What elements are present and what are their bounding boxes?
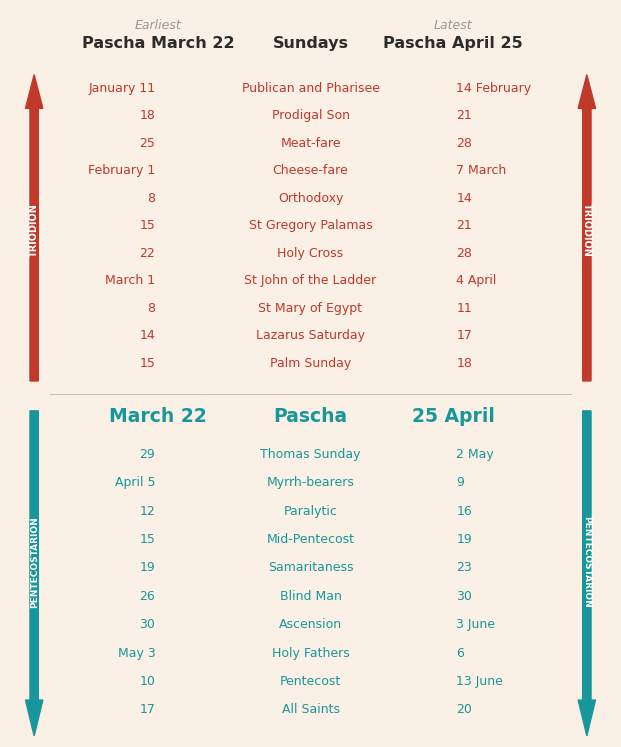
Text: 25 April: 25 April	[412, 407, 495, 426]
Text: 11: 11	[456, 302, 472, 314]
Text: 19: 19	[456, 533, 472, 546]
Text: PENTECOSTARION: PENTECOSTARION	[582, 516, 591, 608]
Text: 30: 30	[456, 590, 473, 603]
Text: Paralytic: Paralytic	[284, 505, 337, 518]
Text: 17: 17	[456, 329, 473, 342]
Text: St John of the Ladder: St John of the Ladder	[245, 274, 376, 287]
Text: TRIODION: TRIODION	[29, 202, 39, 257]
Text: 4 April: 4 April	[456, 274, 497, 287]
Text: 13 June: 13 June	[456, 675, 503, 688]
Text: 26: 26	[140, 590, 155, 603]
Text: PENTECOSTARION: PENTECOSTARION	[30, 516, 39, 608]
Text: TRIODION: TRIODION	[582, 202, 592, 257]
Text: 21: 21	[456, 219, 472, 232]
Text: Myrrh-bearers: Myrrh-bearers	[266, 477, 355, 489]
Text: 10: 10	[139, 675, 155, 688]
Text: 7 March: 7 March	[456, 164, 507, 177]
Text: 15: 15	[139, 219, 155, 232]
Text: 21: 21	[456, 109, 472, 122]
Text: Prodigal Son: Prodigal Son	[271, 109, 350, 122]
FancyArrow shape	[578, 411, 596, 736]
Text: 28: 28	[456, 247, 473, 259]
Text: Pascha: Pascha	[273, 407, 348, 426]
Text: 28: 28	[456, 137, 473, 149]
Text: 2 May: 2 May	[456, 448, 494, 461]
Text: 25: 25	[139, 137, 155, 149]
Text: Samaritaness: Samaritaness	[268, 562, 353, 574]
Text: St Gregory Palamas: St Gregory Palamas	[248, 219, 373, 232]
Text: 20: 20	[456, 704, 473, 716]
Text: May 3: May 3	[117, 647, 155, 660]
FancyArrow shape	[25, 75, 43, 381]
Text: 23: 23	[456, 562, 472, 574]
Text: 30: 30	[139, 619, 155, 631]
Text: Cheese-fare: Cheese-fare	[273, 164, 348, 177]
Text: 16: 16	[456, 505, 472, 518]
Text: 19: 19	[140, 562, 155, 574]
Text: 15: 15	[139, 356, 155, 370]
Text: March 1: March 1	[105, 274, 155, 287]
Text: 6: 6	[456, 647, 465, 660]
Text: Pascha March 22: Pascha March 22	[82, 36, 235, 51]
Text: 15: 15	[139, 533, 155, 546]
Text: April 5: April 5	[115, 477, 155, 489]
Text: Lazarus Saturday: Lazarus Saturday	[256, 329, 365, 342]
Text: Earliest: Earliest	[135, 19, 182, 31]
Text: February 1: February 1	[88, 164, 155, 177]
Text: 9: 9	[456, 477, 465, 489]
Text: 18: 18	[456, 356, 473, 370]
Text: Ascension: Ascension	[279, 619, 342, 631]
Text: 14 February: 14 February	[456, 81, 532, 95]
Text: Meat-fare: Meat-fare	[280, 137, 341, 149]
Text: Holy Fathers: Holy Fathers	[271, 647, 350, 660]
Text: Blind Man: Blind Man	[279, 590, 342, 603]
Text: 14: 14	[140, 329, 155, 342]
FancyArrow shape	[578, 75, 596, 381]
Text: 8: 8	[147, 302, 155, 314]
Text: 8: 8	[147, 191, 155, 205]
Text: Latest: Latest	[434, 19, 473, 31]
Text: St Mary of Egypt: St Mary of Egypt	[258, 302, 363, 314]
Text: Pascha April 25: Pascha April 25	[383, 36, 524, 51]
Text: Sundays: Sundays	[273, 36, 348, 51]
Text: Palm Sunday: Palm Sunday	[270, 356, 351, 370]
Text: Thomas Sunday: Thomas Sunday	[260, 448, 361, 461]
Text: 22: 22	[140, 247, 155, 259]
Text: Holy Cross: Holy Cross	[278, 247, 343, 259]
Text: 12: 12	[140, 505, 155, 518]
Text: All Saints: All Saints	[281, 704, 340, 716]
Text: Pentecost: Pentecost	[280, 675, 341, 688]
Text: 17: 17	[139, 704, 155, 716]
Text: 18: 18	[139, 109, 155, 122]
FancyArrow shape	[25, 411, 43, 736]
Text: 3 June: 3 June	[456, 619, 496, 631]
Text: 29: 29	[140, 448, 155, 461]
Text: Mid-Pentecost: Mid-Pentecost	[266, 533, 355, 546]
Text: Orthodoxy: Orthodoxy	[278, 191, 343, 205]
Text: January 11: January 11	[88, 81, 155, 95]
Text: March 22: March 22	[109, 407, 207, 426]
Text: Publican and Pharisee: Publican and Pharisee	[242, 81, 379, 95]
Text: 14: 14	[456, 191, 472, 205]
